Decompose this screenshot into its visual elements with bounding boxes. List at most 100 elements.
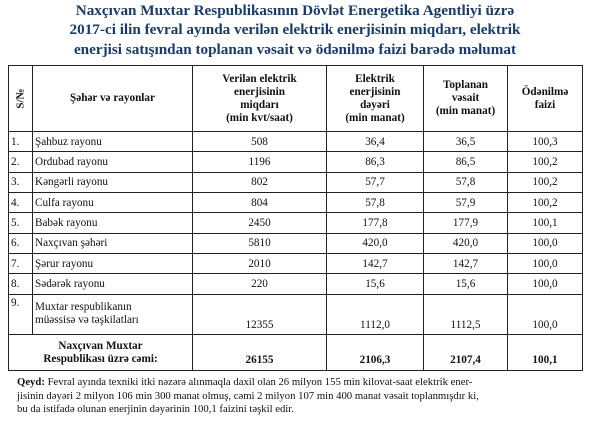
header-region: Şəhər və rayonlar xyxy=(32,65,193,132)
row-number: 2. xyxy=(8,151,33,173)
row-supplied: 1196 xyxy=(192,151,327,173)
header-number: S/№ xyxy=(8,65,33,132)
row-value: 142,7 xyxy=(326,252,424,275)
title-line-3: enerjisi satışından toplanan vəsait və ö… xyxy=(73,40,517,58)
footnote-line: jisinin dəyəri 2 milyon 106 min 300 mana… xyxy=(17,389,479,402)
header-supplied-line: enerjisinin xyxy=(234,85,285,98)
row-value: 177,8 xyxy=(326,212,424,234)
row-region: Babək rayonu xyxy=(32,212,193,234)
table-row: 4. Culfa rayonu 804 57,8 57,9 100,2 xyxy=(8,191,583,214)
row-payment: 100,0 xyxy=(507,252,583,275)
header-supplied-line: (min kvt/saat) xyxy=(226,111,293,124)
row-payment: 100,2 xyxy=(507,151,583,173)
row-collected: 86,5 xyxy=(423,151,508,173)
row-payment: 100,0 xyxy=(507,273,583,295)
row-supplied: 12355 xyxy=(192,293,327,336)
header-collected: Toplanan vəsait (min manat) xyxy=(423,65,508,132)
row-value: 57,8 xyxy=(326,191,424,214)
total-value: 2106,3 xyxy=(326,334,424,371)
title-line-1: Naxçıvan Muxtar Respublikasının Dövlət E… xyxy=(75,2,515,19)
table-row: 8. Sədərək rayonu 220 15,6 15,6 100,0 xyxy=(8,273,583,295)
row-region: Muxtar respublikanın müəssisə və təşkila… xyxy=(32,293,193,336)
table-row: 7. Şərur rayonu 2010 142,7 142,7 100,0 xyxy=(8,252,583,275)
header-value-line: Elektrik xyxy=(355,72,395,85)
table-row: 5. Babək rayonu 2450 177,8 177,9 100,1 xyxy=(8,212,583,234)
row-value: 420,0 xyxy=(326,232,424,254)
row-collected: 420,0 xyxy=(423,232,508,254)
row-value: 86,3 xyxy=(326,151,424,173)
row-value: 57,7 xyxy=(326,171,424,193)
row-supplied: 2450 xyxy=(192,212,327,234)
row-region: Sədərək rayonu xyxy=(32,273,193,295)
total-label: Naxçıvan Muxtar Respublikası üzrə cəmi: xyxy=(8,334,193,371)
footnote-line: bu da istifadə olunan enerjinin dəyərini… xyxy=(17,403,294,416)
total-payment: 100,1 xyxy=(507,334,583,371)
header-payment-line: Ödənilmə xyxy=(521,85,569,98)
row-collected: 15,6 xyxy=(423,273,508,295)
row-supplied: 508 xyxy=(192,130,327,153)
row-number: 3. xyxy=(8,171,33,193)
row-collected: 142,7 xyxy=(423,252,508,275)
row-number: 8. xyxy=(8,273,33,295)
row-number: 6. xyxy=(8,232,33,254)
row-value: 1112,0 xyxy=(326,293,424,336)
total-collected: 2107,4 xyxy=(423,334,508,371)
row-supplied: 2010 xyxy=(192,252,327,275)
row-region: Şahbuz rayonu xyxy=(32,130,193,153)
row-region-line: Muxtar respublikanın xyxy=(35,301,132,314)
document-title: Naxçıvan Muxtar Respublikasının Dövlət E… xyxy=(6,1,584,59)
header-supplied-line: miqdarı xyxy=(240,98,279,111)
total-supplied: 26155 xyxy=(192,334,327,371)
row-region: Ordubad rayonu xyxy=(32,151,193,173)
footnote-line: Qeyd: Fevral ayında texniki itki nəzərə … xyxy=(17,376,583,390)
header-value-line: (min manat) xyxy=(345,111,405,124)
row-payment: 100,1 xyxy=(507,212,583,234)
row-payment: 100,0 xyxy=(507,293,583,336)
header-collected-line: Toplanan xyxy=(443,79,488,91)
row-collected: 177,9 xyxy=(423,212,508,234)
row-payment: 100,2 xyxy=(507,191,583,214)
footnote-label: Qeyd: xyxy=(17,376,45,388)
row-collected: 57,8 xyxy=(423,171,508,193)
title-line-2: 2017-ci ilin fevral ayında verilən elekt… xyxy=(69,21,521,39)
row-payment: 100,2 xyxy=(507,171,583,193)
row-region: Şərur rayonu xyxy=(32,252,193,275)
header-supplied-line: Verilən elektrik xyxy=(222,72,297,85)
row-collected: 36,5 xyxy=(423,130,508,153)
header-value-line: enerjisinin xyxy=(349,85,401,98)
total-label-line: Naxçıvan Muxtar xyxy=(58,339,143,352)
header-value-line: dəyəri xyxy=(360,98,390,111)
row-value: 15,6 xyxy=(326,273,424,295)
footnote-text: Fevral ayında texniki itki nəzərə alınma… xyxy=(44,376,473,388)
row-region: Kəngərli rayonu xyxy=(32,171,193,193)
row-region: Naxçıvan şəhəri xyxy=(32,232,193,254)
row-region-line: müəssisə və təşkilatları xyxy=(35,314,139,327)
row-number: 4. xyxy=(8,191,33,214)
row-payment: 100,3 xyxy=(507,130,583,153)
row-supplied: 804 xyxy=(192,191,327,214)
row-number: 5. xyxy=(8,212,33,234)
row-number: 1. xyxy=(8,130,33,153)
header-number-label: S/№ xyxy=(14,88,27,109)
row-collected: 57,9 xyxy=(423,191,508,214)
header-supplied: Verilən elektrik enerjisinin miqdarı (mi… xyxy=(192,65,327,132)
table-row: 6. Naxçıvan şəhəri 5810 420,0 420,0 100,… xyxy=(8,232,583,254)
header-value: Elektrik enerjisinin dəyəri (min manat) xyxy=(326,65,424,132)
row-region: Culfa rayonu xyxy=(32,191,193,214)
row-collected: 1112,5 xyxy=(423,293,508,336)
table-row: 3. Kəngərli rayonu 802 57,7 57,8 100,2 xyxy=(8,171,583,193)
header-payment: Ödənilmə faizi xyxy=(507,65,583,132)
row-supplied: 5810 xyxy=(192,232,327,254)
table-header-row: S/№ Şəhər və rayonlar Verilən elektrik e… xyxy=(8,65,583,132)
row-number: 7. xyxy=(8,252,33,275)
row-supplied: 802 xyxy=(192,171,327,193)
footnote: Qeyd: Fevral ayında texniki itki nəzərə … xyxy=(17,376,583,417)
table-row: 9. Muxtar respublikanın müəssisə və təşk… xyxy=(8,293,583,336)
row-number: 9. xyxy=(8,293,33,336)
table-total-row: Naxçıvan Muxtar Respublikası üzrə cəmi: … xyxy=(8,334,583,371)
header-collected-line: (min manat) xyxy=(435,105,496,117)
row-supplied: 220 xyxy=(192,273,327,295)
energy-data-table: S/№ Şəhər və rayonlar Verilən elektrik e… xyxy=(8,65,583,371)
header-payment-line: faizi xyxy=(534,98,556,111)
